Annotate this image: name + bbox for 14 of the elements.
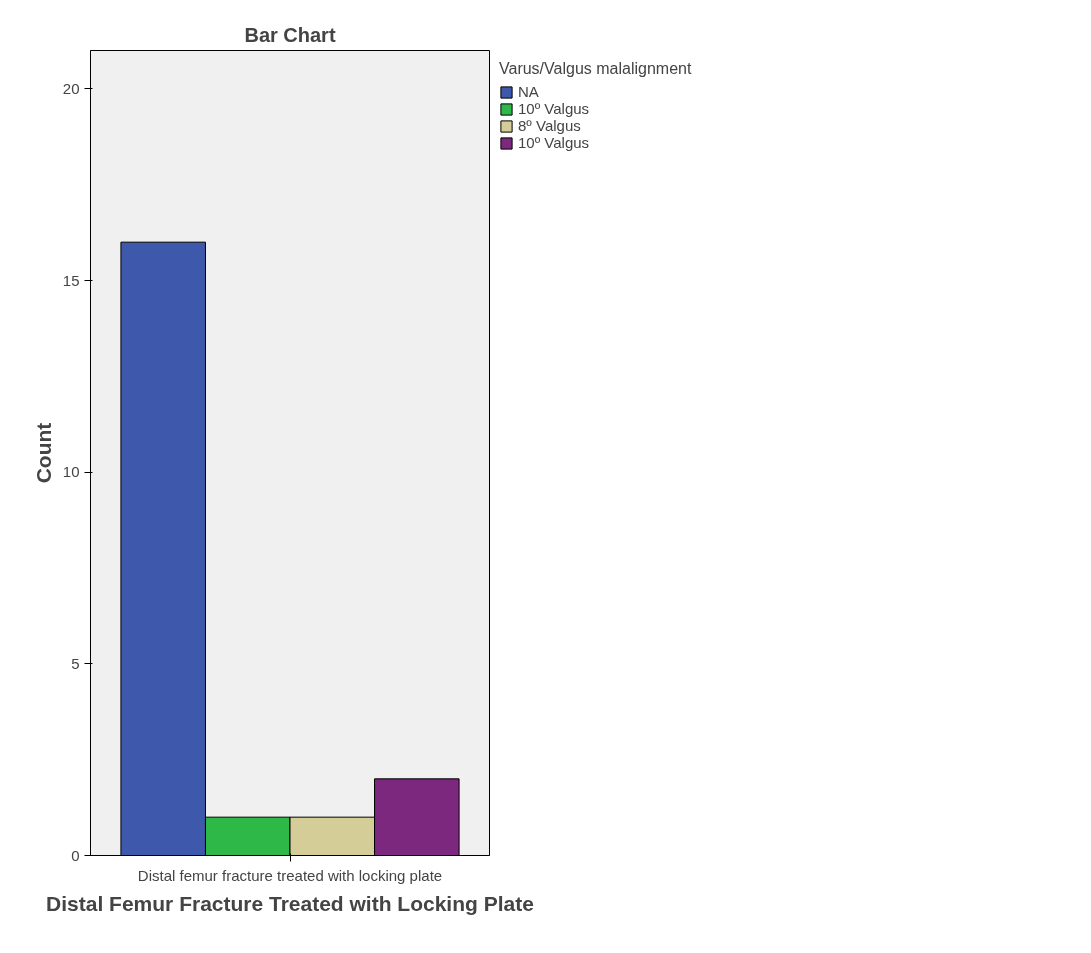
legend-label: NA [518, 83, 539, 100]
y-axis-title: Count [31, 422, 55, 484]
y-tick-label: 0 [71, 846, 80, 864]
legend-label: 10º Valgus [518, 134, 590, 151]
x-axis-title: Distal Femur Fracture Treated with Locking Plate [46, 891, 534, 915]
y-tick-label: 15 [62, 271, 80, 289]
y-tick-label: 20 [62, 79, 80, 97]
x-tick-label: Distal femur fracture treated with locking plate [137, 866, 443, 884]
legend-label: 10º Valgus [518, 100, 590, 117]
chart-title: Bar Chart [244, 23, 336, 46]
y-tick-label: 10 [62, 463, 80, 481]
legend-label: 8º Valgus [518, 117, 581, 134]
y-tick-label: 5 [71, 654, 80, 672]
legend-title: Varus/Valgus malalignment [499, 60, 692, 78]
